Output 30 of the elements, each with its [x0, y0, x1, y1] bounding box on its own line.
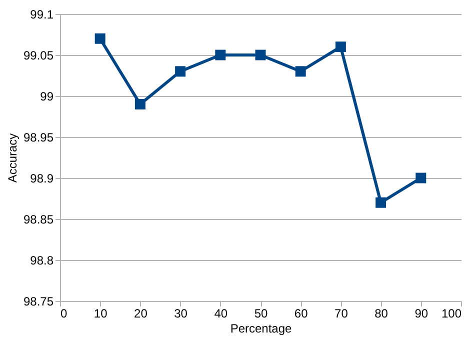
y-tick-label: 99	[40, 90, 54, 104]
x-tick-label: 100	[441, 306, 462, 320]
y-tick-label: 98.85	[23, 212, 54, 226]
y-tick-label: 98.95	[23, 130, 54, 144]
y-tick-label: 99.1	[30, 8, 54, 22]
point	[215, 50, 226, 60]
x-tick-label: 0	[60, 306, 68, 320]
x-tick-label: 80	[374, 306, 388, 320]
x-tick-label: 20	[134, 306, 148, 320]
y-tick-label: 98.8	[30, 254, 54, 268]
x-tick-label: 10	[94, 306, 108, 320]
x-tick-label: 90	[414, 306, 428, 320]
point	[376, 197, 386, 208]
x-tick-label: 30	[174, 306, 188, 320]
x-axis-title: Percentage	[230, 322, 292, 336]
y-tick-label: 98.75	[23, 294, 54, 308]
x-tick-label: 70	[334, 306, 348, 320]
point	[175, 66, 186, 77]
y-tick-label: 99.05	[23, 48, 54, 62]
y-tick-label: 98.9	[30, 172, 54, 186]
point	[255, 50, 266, 60]
point	[295, 66, 306, 77]
x-tick-label: 50	[254, 306, 268, 320]
point	[416, 172, 426, 184]
point	[94, 33, 106, 44]
x-tick-label: 60	[294, 306, 308, 320]
point	[134, 98, 146, 110]
point	[335, 42, 346, 52]
y-axis-title: Accuracy	[5, 133, 20, 183]
x-tick-label: 40	[214, 306, 228, 320]
